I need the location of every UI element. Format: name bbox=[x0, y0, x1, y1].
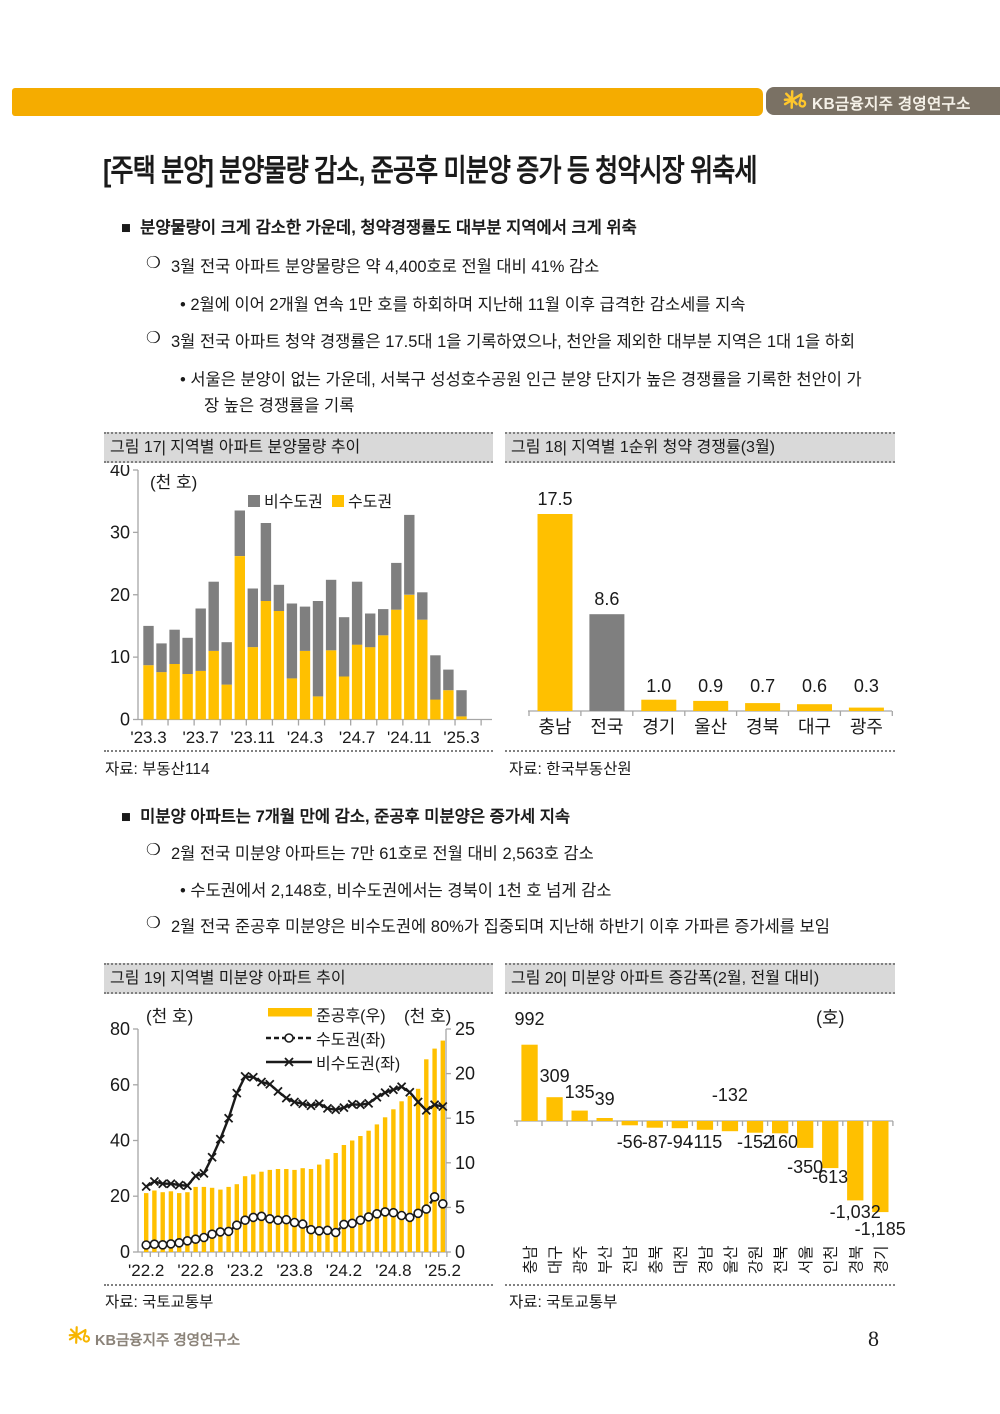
svg-text:'24.3: '24.3 bbox=[287, 728, 323, 747]
svg-text:20: 20 bbox=[455, 1064, 475, 1084]
svg-text:0: 0 bbox=[120, 1242, 130, 1262]
svg-text:39: 39 bbox=[595, 1089, 615, 1109]
svg-text:(천 호): (천 호) bbox=[146, 1007, 193, 1026]
svg-text:'23.11: '23.11 bbox=[231, 728, 276, 747]
svg-text:비수도권: 비수도권 bbox=[264, 493, 323, 511]
svg-text:울산: 울산 bbox=[722, 1245, 740, 1274]
svg-text:수도권(좌): 수도권(좌) bbox=[316, 1031, 386, 1049]
svg-text:수도권: 수도권 bbox=[348, 493, 392, 511]
svg-text:'24.11: '24.11 bbox=[387, 728, 432, 747]
svg-text:0.9: 0.9 bbox=[698, 676, 723, 696]
svg-text:135: 135 bbox=[565, 1082, 595, 1102]
svg-text:충남: 충남 bbox=[538, 717, 571, 737]
svg-text:경남: 경남 bbox=[697, 1245, 715, 1274]
svg-text:'25.3: '25.3 bbox=[443, 728, 479, 747]
svg-text:'23.8: '23.8 bbox=[276, 1261, 312, 1280]
svg-text:경북: 경북 bbox=[746, 717, 779, 737]
svg-text:경기: 경기 bbox=[872, 1245, 890, 1274]
svg-text:80: 80 bbox=[110, 1019, 130, 1039]
svg-text:대구: 대구 bbox=[798, 717, 831, 737]
svg-text:'22.8: '22.8 bbox=[177, 1261, 213, 1280]
svg-text:0.7: 0.7 bbox=[750, 676, 775, 696]
svg-text:17.5: 17.5 bbox=[537, 489, 572, 509]
svg-text:20: 20 bbox=[110, 585, 130, 605]
svg-text:울산: 울산 bbox=[694, 717, 727, 737]
svg-text:-94: -94 bbox=[667, 1132, 693, 1152]
svg-text:0: 0 bbox=[120, 710, 130, 730]
svg-text:서울: 서울 bbox=[797, 1245, 815, 1274]
svg-text:-1,032: -1,032 bbox=[830, 1202, 881, 1222]
svg-text:-87: -87 bbox=[642, 1132, 668, 1152]
svg-text:40: 40 bbox=[110, 1131, 130, 1151]
svg-text:20: 20 bbox=[110, 1186, 130, 1206]
svg-text:광주: 광주 bbox=[850, 717, 883, 737]
svg-text:'25.2: '25.2 bbox=[425, 1261, 461, 1280]
svg-text:'23.2: '23.2 bbox=[227, 1261, 263, 1280]
svg-text:0.6: 0.6 bbox=[802, 676, 827, 696]
svg-text:-160: -160 bbox=[762, 1132, 798, 1152]
svg-text:25: 25 bbox=[455, 1019, 475, 1039]
svg-text:-56: -56 bbox=[617, 1132, 643, 1152]
svg-text:대전: 대전 bbox=[672, 1245, 690, 1274]
svg-text:30: 30 bbox=[110, 522, 130, 542]
svg-text:10: 10 bbox=[455, 1153, 475, 1173]
svg-text:60: 60 bbox=[110, 1075, 130, 1095]
svg-text:(호): (호) bbox=[816, 1008, 845, 1028]
svg-text:경북: 경북 bbox=[847, 1245, 865, 1274]
svg-text:경기: 경기 bbox=[642, 717, 675, 737]
svg-text:992: 992 bbox=[514, 1009, 544, 1029]
svg-text:-115: -115 bbox=[688, 1132, 723, 1152]
svg-text:40: 40 bbox=[110, 465, 130, 480]
svg-text:0: 0 bbox=[455, 1242, 465, 1262]
svg-text:0.3: 0.3 bbox=[854, 676, 879, 696]
svg-text:10: 10 bbox=[110, 647, 130, 667]
svg-text:-152: -152 bbox=[737, 1132, 773, 1152]
svg-text:전북: 전북 bbox=[772, 1245, 790, 1274]
svg-text:15: 15 bbox=[455, 1108, 475, 1128]
svg-text:부산: 부산 bbox=[597, 1245, 615, 1274]
svg-text:'24.7: '24.7 bbox=[339, 728, 375, 747]
svg-text:전남: 전남 bbox=[622, 1245, 640, 1274]
svg-text:1.0: 1.0 bbox=[646, 676, 671, 696]
svg-text:충남: 충남 bbox=[522, 1245, 540, 1274]
svg-text:전국: 전국 bbox=[590, 717, 623, 737]
svg-text:8.6: 8.6 bbox=[594, 589, 619, 609]
svg-text:'23.3: '23.3 bbox=[130, 728, 166, 747]
svg-text:'24.2: '24.2 bbox=[326, 1261, 362, 1280]
svg-text:'22.2: '22.2 bbox=[128, 1261, 164, 1280]
svg-text:(천 호): (천 호) bbox=[404, 1007, 451, 1026]
svg-text:충북: 충북 bbox=[647, 1245, 665, 1274]
svg-text:309: 309 bbox=[540, 1066, 570, 1086]
svg-text:-1,185: -1,185 bbox=[855, 1219, 906, 1239]
svg-text:인천: 인천 bbox=[822, 1245, 840, 1274]
svg-text:'24.8: '24.8 bbox=[375, 1261, 411, 1280]
svg-text:준공후(우): 준공후(우) bbox=[316, 1007, 386, 1025]
svg-text:-132: -132 bbox=[712, 1085, 748, 1105]
svg-text:대구: 대구 bbox=[547, 1245, 565, 1274]
svg-text:-613: -613 bbox=[812, 1167, 848, 1187]
svg-text:-350: -350 bbox=[787, 1157, 823, 1177]
svg-text:'23.7: '23.7 bbox=[183, 728, 219, 747]
svg-text:비수도권(좌): 비수도권(좌) bbox=[316, 1055, 400, 1073]
svg-text:5: 5 bbox=[455, 1197, 465, 1217]
svg-text:강원: 강원 bbox=[747, 1245, 765, 1274]
svg-text:광주: 광주 bbox=[572, 1245, 590, 1274]
svg-text:(천 호): (천 호) bbox=[150, 473, 197, 492]
